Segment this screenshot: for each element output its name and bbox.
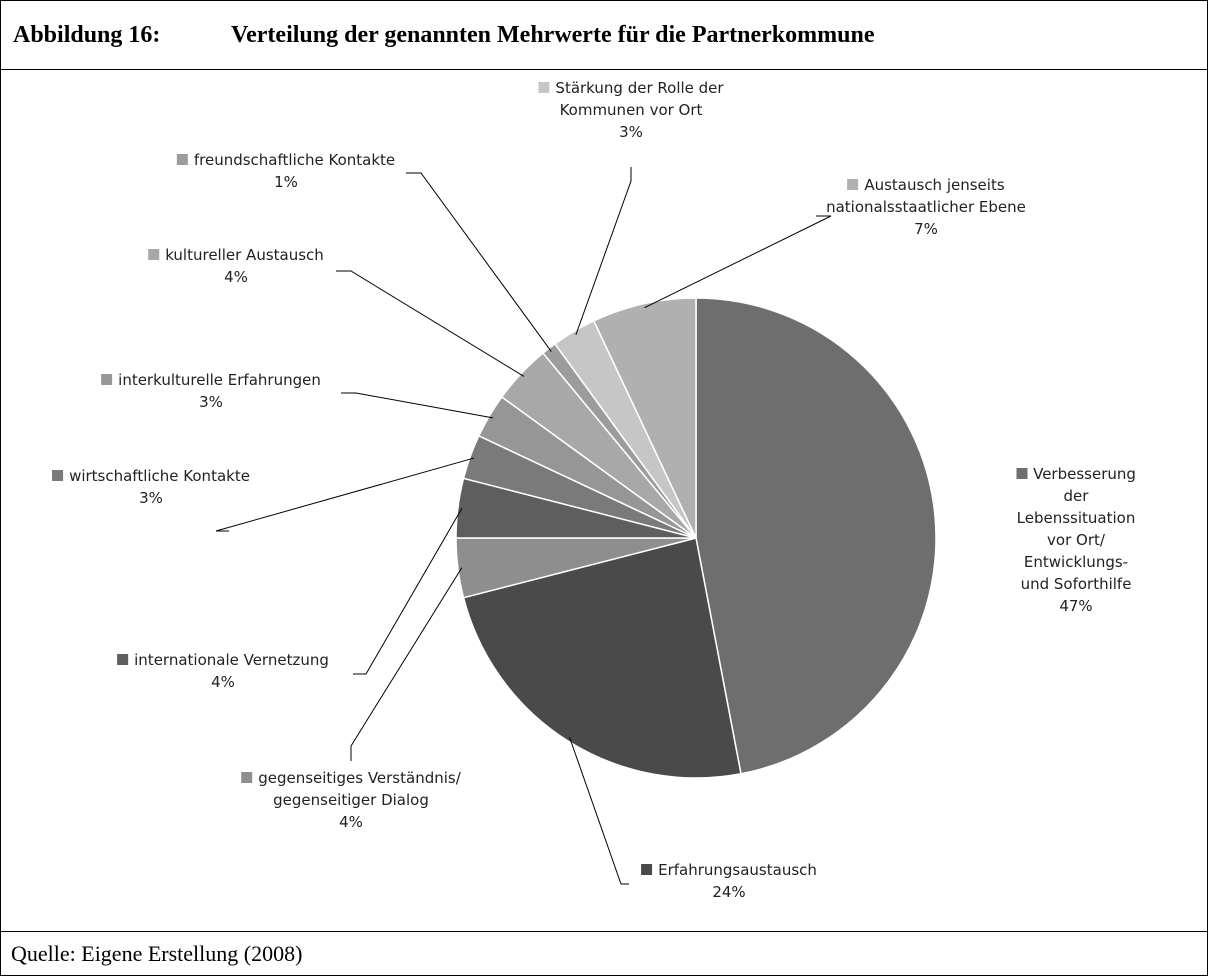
- label-name: Verbesserung der Lebenssituation vor Ort…: [1011, 463, 1142, 595]
- pie-slice: [462, 537, 742, 779]
- data-label: interkulturelle Erfahrungen 3%: [101, 369, 321, 413]
- category-label: internationale Vernetzung: [134, 651, 329, 669]
- legend-marker: [241, 772, 253, 783]
- category-label: gegenseitiges Verständnis/ gegenseitiger…: [258, 769, 461, 809]
- data-label: Verbesserung der Lebenssituation vor Ort…: [1011, 463, 1142, 617]
- value-label: 4%: [224, 268, 248, 286]
- leader-line: [215, 457, 475, 532]
- label-name: wirtschaftliche Kontakte: [52, 465, 250, 487]
- legend-marker: [641, 864, 653, 875]
- pie-slice: [592, 297, 697, 539]
- data-label: Erfahrungsaustausch 24%: [641, 859, 817, 903]
- label-name: gegenseitiges Verständnis/ gegenseitiger…: [241, 767, 461, 811]
- category-label: kultureller Austausch: [165, 246, 324, 264]
- figure-label: Abbildung 16:: [13, 22, 161, 48]
- legend-marker: [117, 654, 129, 665]
- leader-line: [350, 567, 463, 761]
- legend-marker: [176, 154, 188, 165]
- leader-line: [406, 172, 552, 352]
- legend-marker: [538, 82, 550, 93]
- value-label: 3%: [619, 123, 643, 141]
- data-label: wirtschaftliche Kontakte 3%: [52, 465, 250, 509]
- label-name: kultureller Austausch: [148, 244, 324, 266]
- data-label: kultureller Austausch 4%: [148, 244, 324, 288]
- leader-line: [644, 215, 832, 309]
- data-label: internationale Vernetzung 4%: [117, 649, 329, 693]
- category-label: freundschaftliche Kontakte: [193, 151, 396, 169]
- data-label: Stärkung der Rolle der Kommunen vor Ort 3…: [538, 77, 724, 143]
- category-label: Stärkung der Rolle der Kommunen vor Ort: [555, 79, 724, 119]
- data-label: gegenseitiges Verständnis/ gegenseitiger…: [241, 767, 461, 833]
- legend-marker: [101, 374, 113, 385]
- data-label: freundschaftliche Kontakte 1%: [176, 149, 396, 193]
- legend-marker: [52, 470, 64, 481]
- category-label: Erfahrungsaustausch: [658, 861, 817, 879]
- value-label: 3%: [139, 489, 163, 507]
- label-name: Stärkung der Rolle der Kommunen vor Ort: [538, 77, 724, 121]
- category-label: Austausch jenseits nationalsstaatlicher …: [826, 176, 1026, 216]
- label-name: interkulturelle Erfahrungen: [101, 369, 321, 391]
- chart-title: Verteilung der genannten Mehrwerte für d…: [231, 22, 875, 48]
- category-label: wirtschaftliche Kontakte: [69, 467, 250, 485]
- value-label: 4%: [211, 673, 235, 691]
- value-label: 24%: [712, 883, 746, 901]
- source-footer: Quelle: Eigene Erstellung (2008): [1, 931, 1207, 975]
- leader-line: [569, 737, 629, 885]
- value-label: 47%: [1059, 597, 1093, 615]
- legend-marker: [1016, 468, 1028, 479]
- data-label: Austausch jenseits nationalsstaatlicher …: [826, 174, 1026, 240]
- value-label: 7%: [914, 220, 938, 238]
- label-name: freundschaftliche Kontakte: [176, 149, 396, 171]
- category-label: interkulturelle Erfahrungen: [118, 371, 321, 389]
- leader-line: [353, 508, 463, 675]
- legend-marker: [148, 249, 160, 260]
- pie-slice: [695, 297, 937, 775]
- value-label: 3%: [199, 393, 223, 411]
- leader-line: [341, 392, 493, 419]
- category-label: Verbesserung der Lebenssituation vor Ort…: [1016, 465, 1136, 593]
- label-name: Erfahrungsaustausch: [641, 859, 817, 881]
- figure-header: Abbildung 16: Verteilung der genannten M…: [1, 1, 1207, 70]
- leader-line: [575, 167, 632, 336]
- source: Quelle: Eigene Erstellung (2008): [11, 941, 303, 966]
- value-label: 4%: [339, 813, 363, 831]
- legend-marker: [847, 179, 859, 190]
- label-name: Austausch jenseits nationalsstaatlicher …: [826, 174, 1026, 218]
- leader-line: [336, 270, 525, 377]
- label-name: internationale Vernetzung: [117, 649, 329, 671]
- value-label: 1%: [274, 173, 298, 191]
